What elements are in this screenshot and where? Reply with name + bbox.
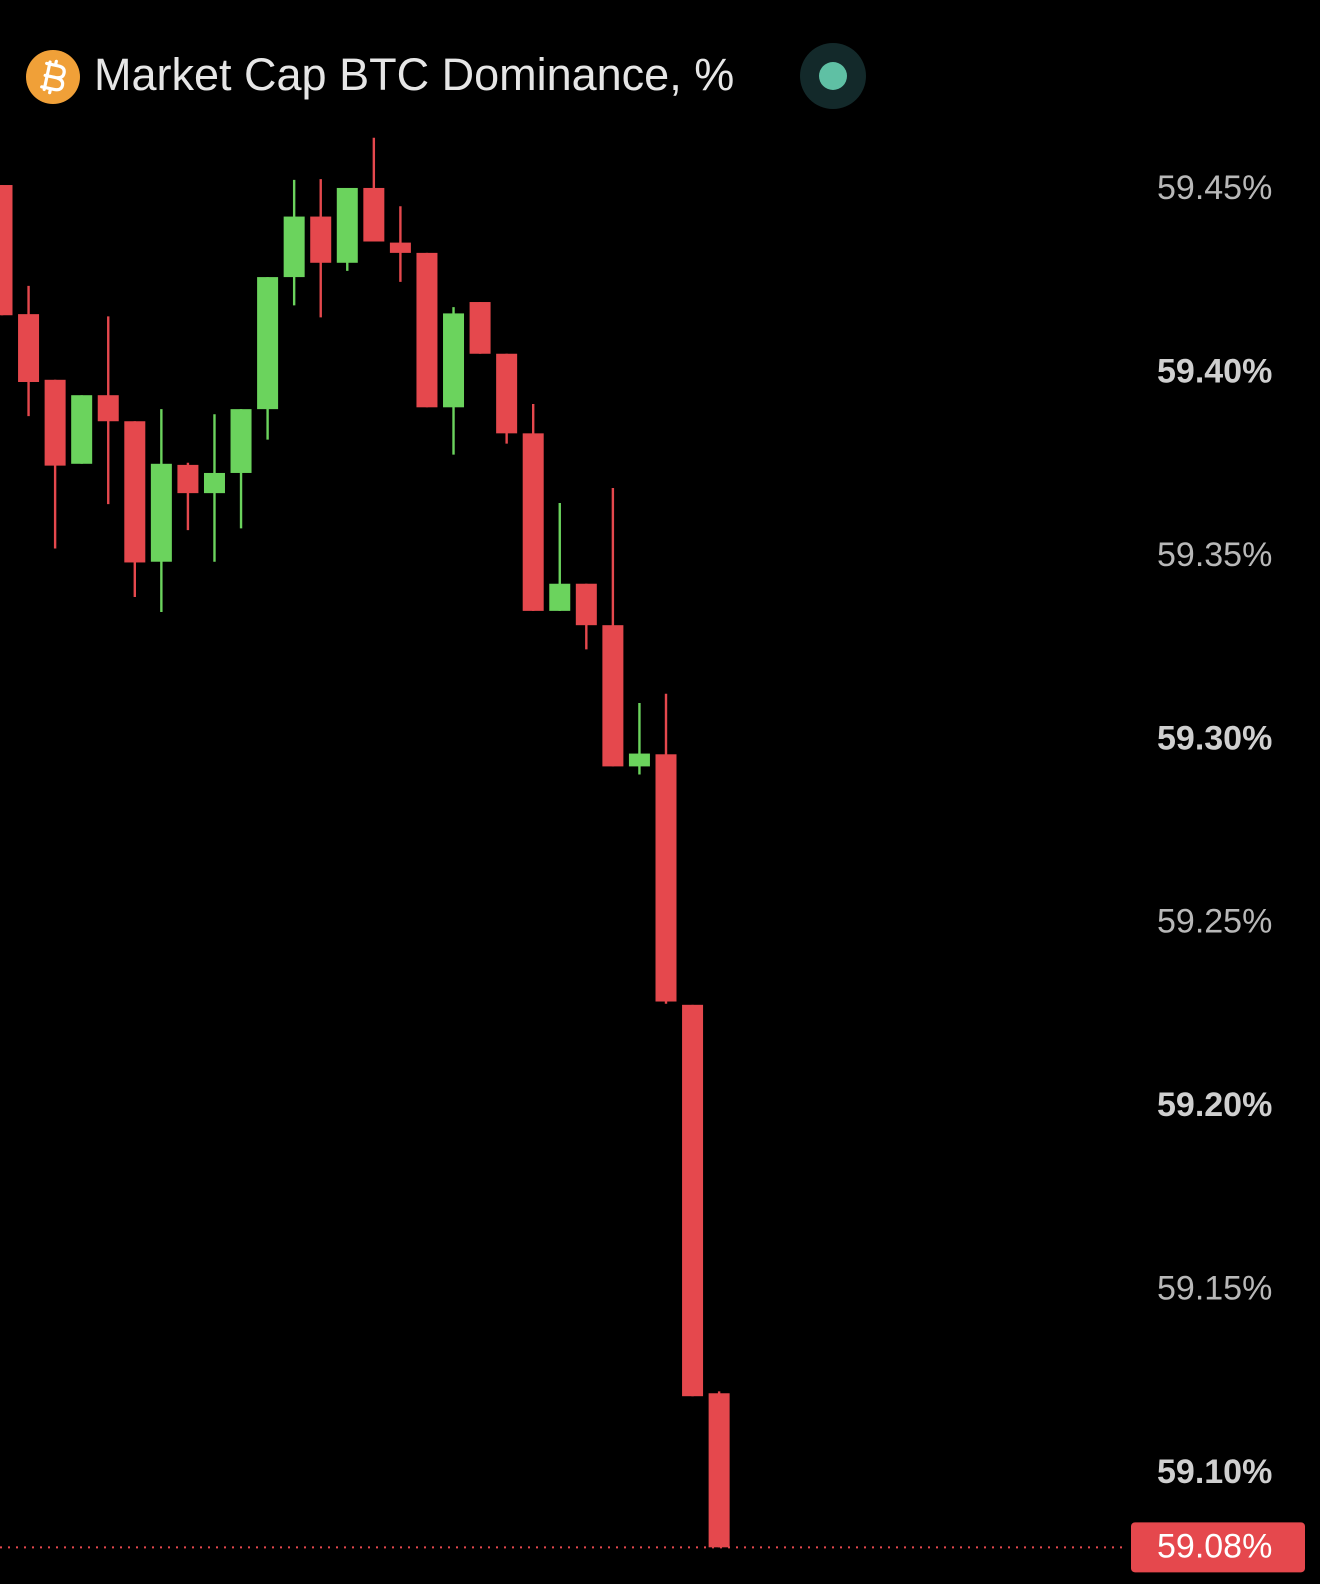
candle-body	[443, 313, 465, 408]
candle-body	[18, 314, 40, 382]
y-tick-label: 59.10%	[1157, 1453, 1272, 1491]
candle-body	[310, 216, 332, 263]
candle-body	[549, 583, 571, 611]
last-price-label: 59.08%	[1157, 1527, 1272, 1565]
candle-body	[389, 242, 411, 253]
candle-body	[363, 187, 385, 242]
candle-body	[416, 252, 438, 408]
last-price-box	[1131, 1522, 1305, 1573]
candle-body	[44, 379, 66, 466]
candle-body	[496, 353, 518, 434]
candle-body	[150, 463, 172, 562]
status-indicator	[800, 43, 866, 109]
y-tick-label: 59.35%	[1157, 536, 1272, 574]
candle-body	[336, 187, 358, 263]
candle-body	[177, 464, 199, 494]
candle-body	[0, 185, 13, 316]
candle-body	[230, 409, 252, 473]
y-tick-label: 59.40%	[1157, 353, 1272, 391]
candle-body	[682, 1004, 704, 1397]
y-tick-label: 59.30%	[1157, 719, 1272, 757]
candle-body	[655, 754, 677, 1002]
chart-title: Market Cap BTC Dominance, %	[94, 49, 734, 100]
y-tick-label: 59.15%	[1157, 1270, 1272, 1308]
candle-body	[124, 421, 146, 563]
btc-icon	[26, 50, 80, 104]
candle-body	[708, 1393, 730, 1548]
candle-body	[602, 625, 624, 767]
candle-body	[203, 472, 225, 494]
candle-body	[283, 216, 305, 278]
candle-body	[628, 753, 650, 767]
y-tick-label: 59.45%	[1157, 169, 1272, 207]
candle-body	[522, 433, 544, 611]
y-tick-label: 59.25%	[1157, 903, 1272, 941]
candle-body	[469, 302, 491, 354]
candle-body	[257, 277, 279, 410]
candle-body	[71, 395, 93, 464]
candle-body	[97, 395, 119, 422]
candle-body	[575, 583, 597, 626]
y-tick-label: 59.20%	[1157, 1086, 1272, 1124]
